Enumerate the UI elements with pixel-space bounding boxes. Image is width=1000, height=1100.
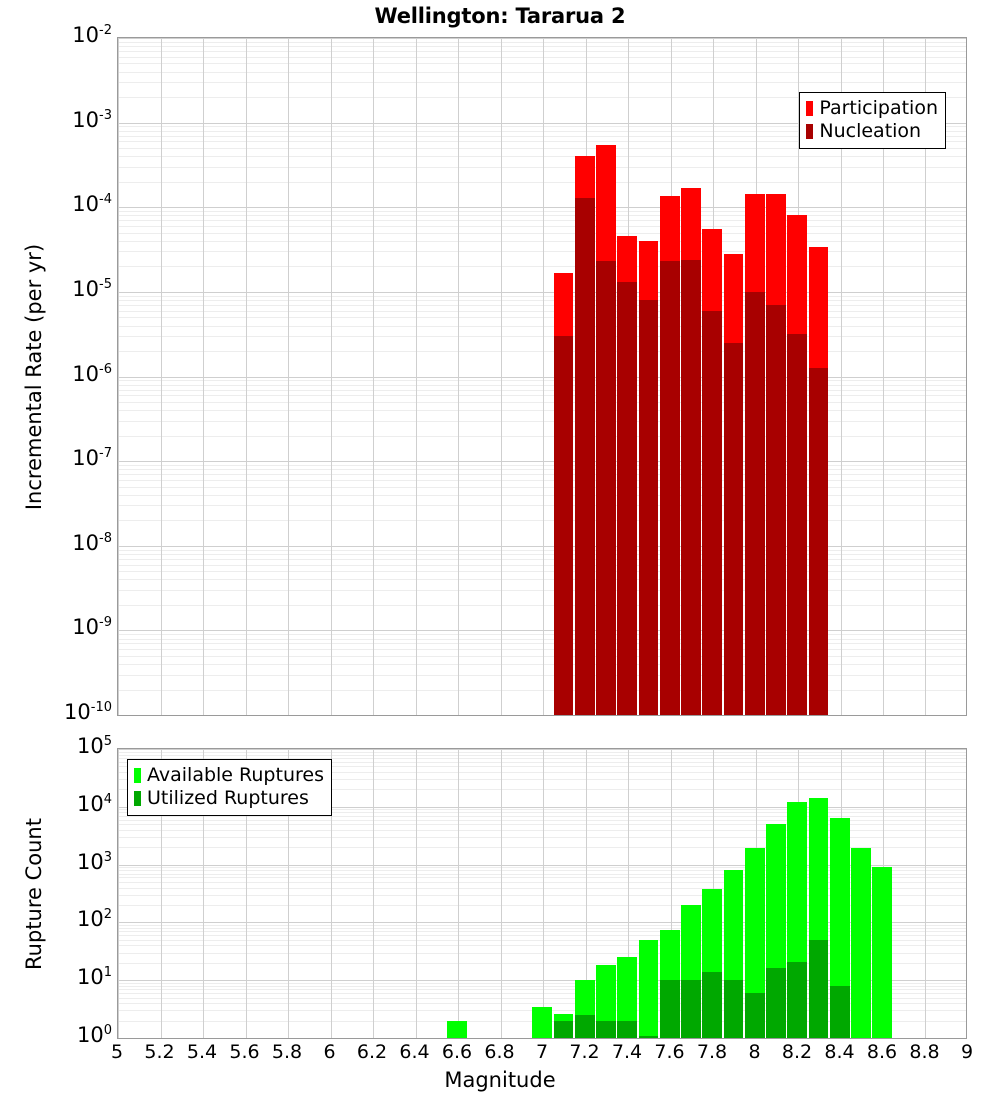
bar-segment-inner [554,1021,574,1038]
bar [596,749,616,1038]
bar-segment-outer [447,1021,467,1038]
bar [681,749,701,1038]
legend-item-participation: Participation [806,97,938,120]
y-tick-label: 10-8 [72,533,112,554]
legend-swatch-nucleation [806,124,813,139]
bar-segment-inner [596,1021,616,1038]
y-tick-label: 10-2 [72,25,112,46]
bar-segment-outer [532,1007,552,1038]
bar-segment-inner [787,962,807,1038]
bar [745,749,765,1038]
y-tick-label: 10-5 [72,279,112,300]
bar [447,749,467,1038]
bar-segment-inner [809,940,829,1038]
bar-segment-inner [681,980,701,1038]
bar-segment-inner [596,261,616,715]
legend-label-participation: Participation [819,99,938,118]
bar [872,749,892,1038]
bar-segment-inner [554,336,574,715]
bar-segment-inner [702,972,722,1038]
bar-segment-inner [660,261,680,715]
bar [575,38,595,715]
bar [702,749,722,1038]
bar [596,38,616,715]
bar [724,38,744,715]
bar [554,749,574,1038]
top-chart-y-axis-label: Incremental Rate (per yr) [22,243,46,509]
x-axis-label: Magnitude [0,1068,1000,1092]
bottom-chart-legend: Available Ruptures Utilized Ruptures [127,759,332,816]
bar-segment-inner [575,1015,595,1038]
top-chart-plot-area: Participation Nucleation [117,37,967,716]
legend-item-utilized-ruptures: Utilized Ruptures [134,787,324,810]
bottom-chart-plot-area: Available Ruptures Utilized Ruptures [117,748,967,1039]
bar-segment-outer [872,867,892,1038]
bar [639,749,659,1038]
bar [532,749,552,1038]
bar-segment-inner [724,343,744,715]
bar [787,749,807,1038]
bar-segment-inner [766,968,786,1038]
y-tick-label: 10-3 [72,110,112,131]
bar-segment-inner [830,986,850,1038]
figure: Wellington: Tararua 2 Participation Nucl… [0,0,1000,1100]
top-chart-legend: Participation Nucleation [799,92,946,149]
y-tick-label: 102 [77,909,112,930]
bar [702,38,722,715]
y-tick-label: 10-4 [72,194,112,215]
bar-segment-inner [617,1021,637,1038]
chart-title: Wellington: Tararua 2 [0,4,1000,28]
y-tick-label: 10-10 [64,702,112,723]
legend-swatch-available-ruptures [134,768,141,783]
bar-segment-inner [617,282,637,715]
y-tick-label: 101 [77,967,112,988]
bar-segment-inner [766,305,786,715]
bar-segment-inner [639,300,659,715]
bar [745,38,765,715]
bar-segment-inner [660,980,680,1038]
bar [554,38,574,715]
y-tick-label: 103 [77,852,112,873]
bar [851,749,871,1038]
bar-segment-inner [681,260,701,715]
bottom-chart-y-axis-label: Rupture Count [22,818,46,970]
y-tick-label: 10-7 [72,448,112,469]
bar-segment-outer [851,848,871,1038]
legend-label-nucleation: Nucleation [819,122,921,141]
bar [575,749,595,1038]
y-tick-label: 10-9 [72,617,112,638]
legend-item-nucleation: Nucleation [806,120,938,143]
bar-segment-inner [702,311,722,715]
legend-label-available-ruptures: Available Ruptures [147,766,324,785]
bar [660,749,680,1038]
bar-segment-inner [745,292,765,715]
bar-segment-inner [724,980,744,1038]
bar-segment-inner [787,334,807,715]
legend-swatch-participation [806,101,813,116]
bar [617,749,637,1038]
bar [766,38,786,715]
gridline-major [118,715,966,716]
legend-item-available-ruptures: Available Ruptures [134,764,324,787]
y-tick-label: 105 [77,736,112,757]
bar-segment-inner [575,198,595,715]
bar [639,38,659,715]
y-tick-label: 104 [77,794,112,815]
gridline-major [118,1038,966,1039]
legend-label-utilized-ruptures: Utilized Ruptures [147,789,309,808]
bar [830,749,850,1038]
y-tick-label: 10-6 [72,364,112,385]
bar-segment-inner [639,1036,659,1038]
bar-segment-outer [639,940,659,1038]
bar [617,38,637,715]
bar-segment-inner [809,368,829,715]
legend-swatch-utilized-ruptures [134,791,141,806]
bar [809,749,829,1038]
bar [766,749,786,1038]
bar [660,38,680,715]
x-tick-label: 9 [937,1043,997,1062]
bar-segment-inner [745,993,765,1038]
bar [724,749,744,1038]
bar [681,38,701,715]
